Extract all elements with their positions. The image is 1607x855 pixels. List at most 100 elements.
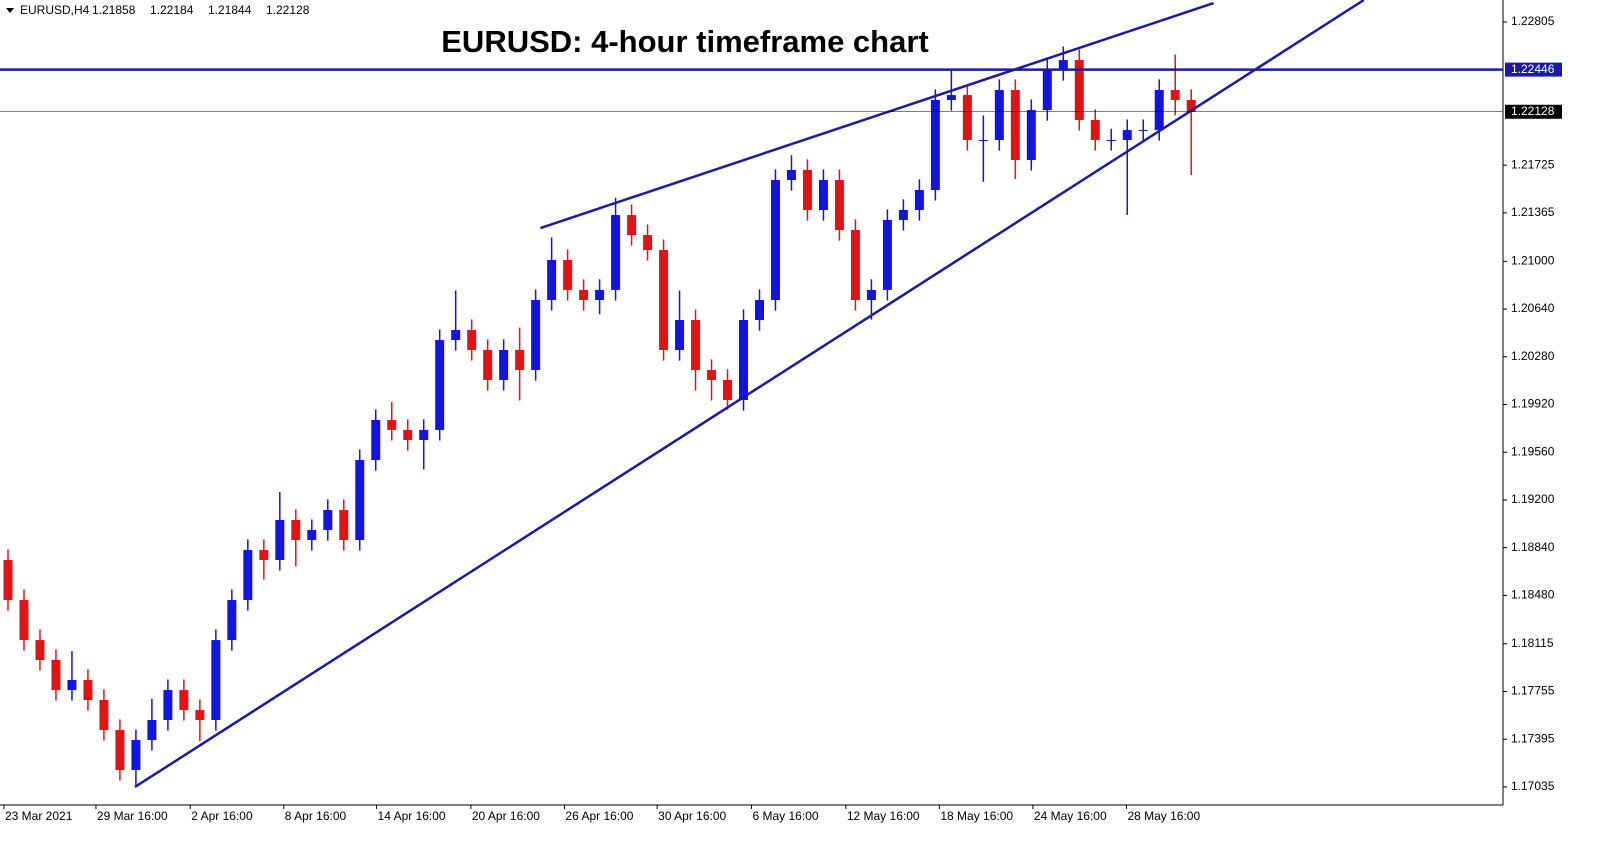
candle-body: [898, 210, 908, 220]
candle-body: [643, 235, 653, 251]
candle-body: [419, 429, 429, 441]
trend-line: [134, 0, 1365, 789]
header-value: 1.21858: [92, 3, 136, 17]
candle-body: [147, 720, 157, 741]
y-tick-label: 1.18115: [1511, 636, 1554, 650]
candle-body: [834, 180, 844, 231]
candle-body: [67, 679, 77, 691]
candle-body: [1138, 130, 1148, 132]
candle-body: [243, 550, 253, 601]
y-tick-label: 1.18840: [1511, 540, 1555, 554]
trend-line: [540, 1, 1214, 230]
candle-body: [163, 690, 173, 721]
y-tick-label: 1.17755: [1511, 684, 1555, 698]
candle-body: [850, 230, 860, 301]
candle-body: [994, 90, 1004, 140]
y-tick-label: 1.19560: [1511, 444, 1555, 458]
x-tick-label: 29 Mar 16:00: [97, 809, 168, 823]
x-tick-label: 26 Apr 16:00: [565, 809, 633, 823]
candle-body: [99, 700, 109, 730]
candle-body: [1154, 90, 1164, 131]
candle-body: [355, 460, 365, 540]
x-tick-label: 6 May 16:00: [753, 809, 819, 823]
y-tick-label: 1.21725: [1511, 157, 1555, 171]
candle-body: [1058, 60, 1068, 70]
candle-body: [1186, 99, 1196, 112]
candle-body: [707, 370, 717, 380]
candle-body: [179, 690, 189, 711]
candle-body: [403, 429, 413, 441]
candle-body: [19, 600, 29, 641]
y-tick-label: 1.21365: [1511, 205, 1555, 219]
candle-body: [882, 219, 892, 290]
candle-body: [1074, 60, 1084, 120]
candle-body: [946, 95, 956, 100]
x-tick-label: 28 May 16:00: [1127, 809, 1200, 823]
candle-body: [483, 350, 493, 380]
candle-body: [1090, 119, 1100, 140]
symbol: EURUSD,H4: [20, 3, 90, 17]
candle-body: [723, 379, 733, 400]
candle-body: [499, 350, 509, 380]
y-tick-label: 1.20280: [1511, 349, 1555, 363]
candle-body: [866, 289, 876, 301]
x-tick-label: 18 May 16:00: [940, 809, 1013, 823]
candle-body: [323, 510, 333, 531]
candle-body: [818, 180, 828, 210]
candle-body: [914, 189, 924, 210]
menu-arrow[interactable]: [6, 8, 14, 13]
header-value: 1.22128: [266, 3, 310, 17]
candle-body: [227, 600, 237, 641]
candle-body: [531, 300, 541, 371]
candle-body: [739, 320, 749, 400]
header-value: 1.21844: [208, 3, 252, 17]
candle-body: [627, 215, 637, 236]
price-label-box: [1505, 62, 1562, 77]
candle-body: [467, 329, 477, 350]
price-label: 1.22128: [1511, 104, 1555, 118]
candle-body: [786, 169, 796, 181]
candle-body: [339, 510, 349, 540]
y-tick-label: 1.21000: [1511, 253, 1555, 267]
candle-body: [1042, 70, 1052, 111]
candle-body: [962, 95, 972, 140]
candle-body: [51, 659, 61, 691]
candle-body: [307, 530, 317, 540]
candle-body: [83, 679, 93, 700]
candle-body: [259, 550, 269, 560]
x-tick-label: 23 Mar 2021: [5, 809, 73, 823]
y-tick-label: 1.17395: [1511, 731, 1555, 745]
candle-body: [435, 340, 445, 430]
chart-title: EURUSD: 4-hour timeframe chart: [441, 24, 928, 59]
candle-body: [115, 729, 125, 770]
candle-body: [675, 320, 685, 350]
x-tick-label: 12 May 16:00: [847, 809, 920, 823]
candle-body: [451, 329, 461, 341]
candle-body: [930, 99, 940, 190]
candle-body: [611, 215, 621, 290]
x-tick-label: 8 Apr 16:00: [285, 809, 347, 823]
candle-body: [3, 560, 13, 601]
candle-body: [547, 259, 557, 301]
x-tick-label: 20 Apr 16:00: [472, 809, 540, 823]
y-tick-label: 1.22805: [1511, 14, 1555, 28]
price-label-box: [1505, 104, 1562, 119]
y-tick-label: 1.17035: [1511, 779, 1555, 793]
header-value: 1.22184: [150, 3, 194, 17]
y-tick-label: 1.20640: [1511, 301, 1555, 315]
candle-body: [659, 250, 669, 350]
candle-body: [515, 350, 525, 371]
candle-body: [371, 420, 381, 461]
x-tick-label: 30 Apr 16:00: [658, 809, 726, 823]
y-tick-label: 1.19920: [1511, 397, 1555, 411]
candle-body: [978, 140, 988, 141]
candle-body: [1026, 110, 1036, 161]
y-tick-label: 1.18480: [1511, 588, 1555, 602]
candle-body: [770, 180, 780, 301]
candle-body: [754, 300, 764, 321]
x-tick-label: 24 May 16:00: [1034, 809, 1107, 823]
candle-body: [1010, 90, 1020, 161]
candle-body: [35, 640, 45, 660]
